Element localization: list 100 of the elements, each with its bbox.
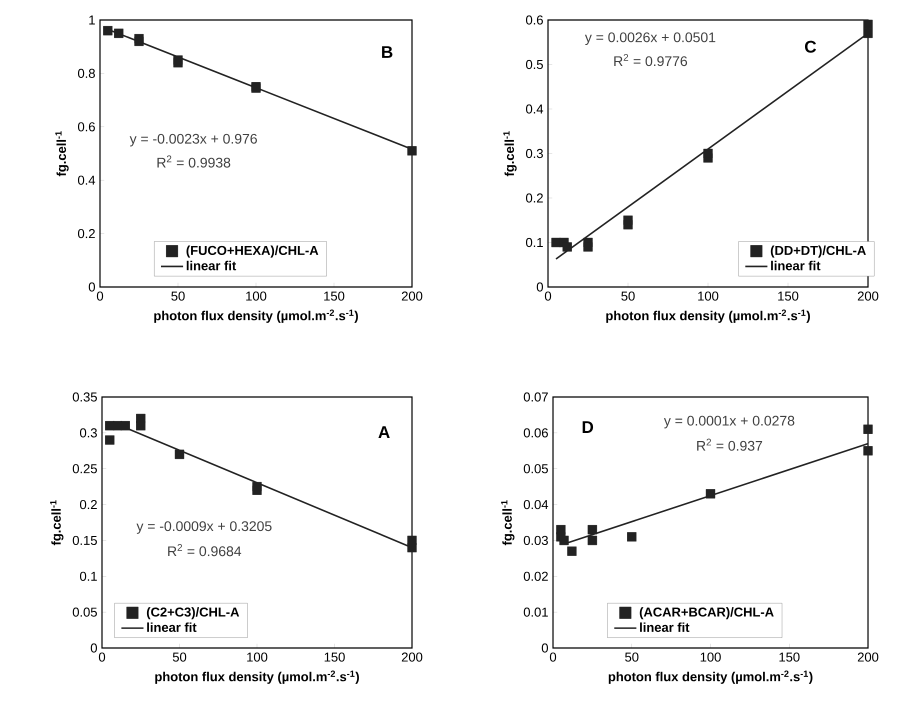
- y-tick-label: 0.35: [72, 392, 97, 402]
- legend-label: (ACAR+BCAR)/CHL-A: [640, 607, 774, 620]
- point: [703, 148, 713, 158]
- y-tick-label: 0.4: [78, 176, 96, 185]
- x-tick-label: 0: [98, 652, 106, 662]
- annotation: A: [378, 426, 390, 438]
- y-tick-label: 0.06: [524, 428, 548, 438]
- annotation: R$^{2}$ = 0.9776: [614, 54, 688, 66]
- annotation: D: [582, 421, 594, 433]
- y-tick-label: 0.03: [524, 536, 548, 546]
- x-tick-label: 150: [324, 292, 344, 301]
- y-tick-label: 0.3: [80, 428, 97, 438]
- point: [706, 489, 716, 498]
- x-tick-label: 150: [778, 292, 798, 301]
- point: [120, 421, 130, 430]
- y-axis-title: fg.cell$^{-1}$: [50, 500, 64, 546]
- x-tick-label: 100: [700, 652, 721, 662]
- y-tick-label: 0.25: [72, 464, 97, 474]
- x-tick-label: 200: [858, 292, 878, 301]
- point: [627, 532, 636, 542]
- point: [588, 524, 598, 534]
- y-tick-label: 0: [88, 282, 95, 292]
- annotation: R$^{2}$ = 0.9938: [157, 155, 230, 168]
- x-axis-title: photon flux density (µmol.m$^{-2}$.s$^{-1}$): [606, 310, 810, 323]
- y-tick-label: 0: [536, 282, 543, 292]
- annotation: y = -0.0023x + 0.976: [130, 134, 257, 146]
- annotation: R$^{2}$ = 0.9684: [168, 544, 242, 556]
- x-tick-label: 100: [246, 292, 266, 301]
- y-tick-label: 0.01: [524, 608, 548, 617]
- point: [863, 446, 873, 456]
- x-tick-label: 0: [96, 292, 104, 301]
- y-tick-label: 0: [90, 643, 97, 653]
- y-tick-label: 0.1: [526, 238, 543, 248]
- y-tick-label: 0: [542, 643, 548, 653]
- point: [134, 36, 144, 46]
- x-tick-label: 150: [324, 652, 345, 662]
- y-tick-label: 0.07: [524, 392, 548, 402]
- legend-label: linear fit: [771, 260, 820, 270]
- x-axis-title: photon flux density (µmol.m$^{-2}$.s$^{-1}$): [608, 670, 812, 684]
- y-tick-label: 0.3: [526, 148, 543, 158]
- point: [556, 524, 566, 534]
- point: [173, 58, 183, 68]
- point: [562, 242, 572, 252]
- x-tick-label: 200: [402, 292, 422, 301]
- point: [588, 536, 598, 546]
- x-tick-label: 200: [858, 652, 878, 662]
- legend-label: linear fit: [147, 622, 196, 632]
- y-tick-label: 0.2: [80, 500, 97, 510]
- point: [114, 28, 124, 38]
- y-tick-label: 0.2: [526, 193, 543, 203]
- point: [105, 435, 114, 445]
- point: [623, 220, 633, 230]
- point: [174, 450, 184, 460]
- x-tick-label: 50: [621, 292, 635, 301]
- annotation: C: [804, 40, 816, 53]
- point: [407, 536, 417, 546]
- x-tick-label: 50: [171, 292, 185, 301]
- legend-label: linear fit: [640, 622, 690, 632]
- x-tick-label: 100: [698, 292, 718, 301]
- x-tick-label: 100: [247, 652, 268, 662]
- x-tick-label: 150: [779, 652, 800, 662]
- point: [863, 28, 873, 38]
- y-axis-title: fg.cell$^{-1}$: [503, 131, 517, 176]
- legend-label: (C2+C3)/CHL-A: [146, 607, 240, 620]
- y-tick-label: 0.8: [78, 68, 95, 78]
- point: [863, 424, 873, 434]
- point: [136, 421, 146, 430]
- y-tick-label: 1: [89, 16, 95, 24]
- point: [252, 482, 262, 492]
- point: [103, 26, 112, 36]
- annotation: y = 0.0026x + 0.0501: [584, 32, 716, 46]
- point: [863, 20, 873, 30]
- y-tick-label: 0.5: [526, 60, 543, 70]
- y-axis-title: fg.cell$^{-1}$: [55, 131, 69, 176]
- annotation: y = -0.0009x + 0.3205: [136, 521, 272, 534]
- y-tick-label: 0.6: [526, 15, 543, 25]
- y-tick-label: 0.2: [78, 229, 95, 238]
- y-tick-label: 0.04: [524, 500, 548, 510]
- y-tick-label: 0.6: [78, 122, 95, 132]
- point: [583, 242, 593, 252]
- x-tick-label: 50: [172, 652, 186, 662]
- point: [407, 146, 417, 156]
- y-tick-label: 0.02: [524, 572, 548, 581]
- y-tick-label: 0.15: [72, 536, 97, 546]
- x-tick-label: 200: [402, 652, 422, 662]
- legend-label: (DD+DT)/CHL-A: [770, 245, 866, 258]
- x-tick-label: 50: [625, 652, 638, 662]
- legend-label: linear fit: [186, 260, 236, 270]
- point: [567, 546, 577, 556]
- annotation: y = 0.0001x + 0.0278: [664, 416, 794, 428]
- annotation: R$^{2}$ = 0.937: [697, 438, 762, 451]
- y-tick-label: 0.4: [526, 104, 544, 114]
- y-axis-title: fg.cell$^{-1}$: [501, 500, 514, 546]
- y-tick-label: 0.05: [72, 608, 97, 617]
- y-tick-label: 0.1: [80, 572, 97, 581]
- y-tick-label: 0.05: [524, 464, 548, 474]
- legend-label: (FUCO+HEXA)/CHL-A: [186, 245, 318, 258]
- annotation: B: [382, 46, 392, 58]
- x-axis-title: photon flux density (µmol.m$^{-2}$.s$^{-1}$): [154, 310, 358, 323]
- x-axis-title: photon flux density (µmol.m$^{-2}$.s$^{-1}$): [155, 670, 359, 684]
